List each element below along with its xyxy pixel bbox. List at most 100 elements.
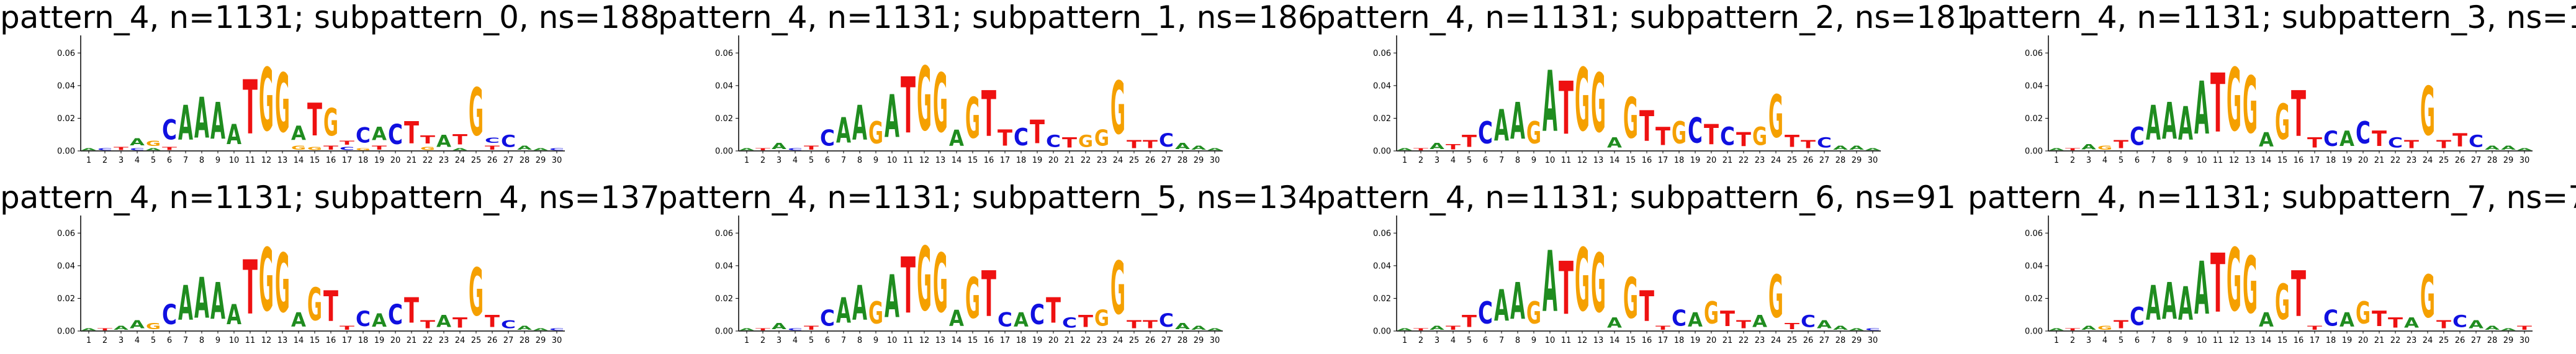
- x-tick-label: 25: [2439, 336, 2449, 345]
- logo-letter-A: A: [2194, 67, 2209, 151]
- logo-letter-A: A: [291, 122, 307, 145]
- x-tick-label: 28: [1178, 156, 1188, 165]
- logo-letter-C: C: [2130, 302, 2145, 331]
- logo-letter-A: A: [2501, 145, 2516, 151]
- x-tick-label: 19: [1032, 156, 1043, 165]
- y-tick-label: 0.00: [715, 147, 733, 157]
- logo-letter-C: C: [388, 299, 403, 331]
- x-tick-label: 17: [1658, 156, 1669, 165]
- logo-letter-T: T: [1639, 282, 1654, 331]
- logo-letter-T: T: [1801, 138, 1816, 151]
- logo-letter-C: C: [1672, 306, 1687, 332]
- x-tick-label: 2: [2070, 336, 2075, 345]
- logo-letter-A: A: [81, 148, 97, 151]
- logo-chart: 0.000.020.040.061 2 3 4 5 6 7 8 9 10 11 12 13 14 15 16 1…: [2025, 216, 2533, 345]
- x-tick-label: 5: [151, 156, 156, 165]
- x-tick-label: 19: [1690, 156, 1701, 165]
- x-tick-label: 22: [1739, 156, 1749, 165]
- x-tick-label: 6: [167, 156, 172, 165]
- x-tick-label: 11: [245, 336, 256, 345]
- x-tick-label: 9: [2183, 156, 2188, 165]
- logo-letter-A: A: [1542, 234, 1557, 332]
- logo-letter-C: C: [820, 306, 835, 332]
- x-tick-label: 21: [1723, 156, 1733, 165]
- logo-letter-T: T: [2372, 307, 2387, 332]
- x-tick-label: 19: [2342, 156, 2353, 165]
- x-tick-label: 1: [744, 156, 749, 165]
- logo-letter-T: T: [2114, 318, 2128, 331]
- x-tick-label: 13: [277, 156, 288, 165]
- x-tick-label: 11: [1561, 156, 1572, 165]
- logo-letter-G: G: [2356, 295, 2371, 331]
- logo-letter-T: T: [1062, 135, 1077, 151]
- x-tick-label: 24: [2423, 336, 2433, 345]
- logo-letter-T: T: [755, 148, 770, 151]
- logo-letter-C: C: [549, 148, 564, 151]
- logo-letter-G: G: [1768, 83, 1783, 151]
- x-tick-label: 10: [229, 156, 240, 165]
- logo-letter-G: G: [2097, 145, 2112, 151]
- x-tick-label: 26: [487, 336, 498, 345]
- x-tick-label: 5: [1467, 336, 1472, 345]
- logo-letter-A: A: [772, 141, 787, 151]
- logo-letter-A: A: [1494, 281, 1509, 331]
- logo-letter-G: G: [323, 101, 338, 145]
- x-tick-label: 26: [487, 156, 498, 165]
- logo-letter-A: A: [1688, 309, 1703, 331]
- logo-letter-A: A: [1397, 148, 1413, 151]
- logo-letter-G: G: [146, 322, 161, 331]
- x-tick-label: 23: [2407, 336, 2417, 345]
- x-tick-label: 13: [1593, 156, 1604, 165]
- x-tick-label: 13: [277, 336, 288, 345]
- logo-letter-T: T: [2372, 127, 2387, 152]
- x-tick-label: 2: [1418, 156, 1423, 165]
- x-tick-label: 23: [1755, 336, 1765, 345]
- x-tick-label: 17: [1000, 336, 1011, 345]
- x-tick-label: 9: [873, 156, 878, 165]
- logo-letter-A: A: [533, 148, 549, 151]
- x-tick-label: 7: [183, 156, 188, 165]
- logo-letter-A: A: [210, 93, 225, 152]
- x-tick-label: 16: [2294, 156, 2304, 165]
- x-tick-label: 18: [1674, 336, 1685, 345]
- x-tick-label: 16: [984, 336, 994, 345]
- logo-letter-A: A: [2162, 93, 2177, 152]
- logo-letter-A: A: [2049, 328, 2065, 331]
- x-tick-label: 10: [229, 336, 240, 345]
- logo-letter-C: C: [501, 319, 516, 331]
- logo-letter-T: T: [114, 146, 129, 151]
- x-tick-label: 25: [1787, 336, 1798, 345]
- logo-letter-A: A: [210, 273, 225, 332]
- logo-letter-A: A: [2178, 98, 2193, 151]
- logo-letter-T: T: [1655, 122, 1670, 151]
- x-tick-label: 1: [2054, 336, 2059, 345]
- logo-letter-C: C: [2130, 122, 2145, 151]
- x-tick-label: 10: [887, 336, 898, 345]
- y-tick-label: 0.06: [715, 229, 733, 238]
- logo-letter-A: A: [178, 96, 193, 151]
- logo-letter-G: G: [1672, 115, 1687, 151]
- x-tick-label: 17: [1000, 156, 1011, 165]
- logo-letter-C: C: [549, 328, 564, 331]
- logo-letter-T: T: [2210, 236, 2225, 331]
- x-tick-label: 28: [2487, 156, 2498, 165]
- x-tick-label: 7: [2151, 336, 2156, 345]
- x-tick-label: 29: [1852, 336, 1862, 345]
- x-tick-label: 30: [1868, 336, 1878, 345]
- logo-letter-G: G: [469, 75, 484, 152]
- logo-letter-G: G: [1575, 230, 1590, 331]
- x-tick-label: 15: [968, 156, 978, 165]
- logo-letter-T: T: [981, 258, 996, 331]
- logo-letter-T: T: [1736, 128, 1751, 151]
- x-tick-label: 8: [1515, 336, 1520, 345]
- logo-letter-C: C: [2323, 126, 2338, 151]
- x-tick-label: 22: [1081, 156, 1091, 165]
- logo-letter-G: G: [917, 229, 932, 332]
- logo-letter-T: T: [420, 133, 435, 146]
- x-tick-label: 29: [1194, 336, 1204, 345]
- x-tick-label: 5: [2119, 336, 2123, 345]
- x-tick-label: 27: [1819, 336, 1830, 345]
- logo-letter-T: T: [1143, 138, 1158, 151]
- x-tick-label: 6: [2135, 336, 2140, 345]
- logo-letter-G: G: [1575, 50, 1590, 151]
